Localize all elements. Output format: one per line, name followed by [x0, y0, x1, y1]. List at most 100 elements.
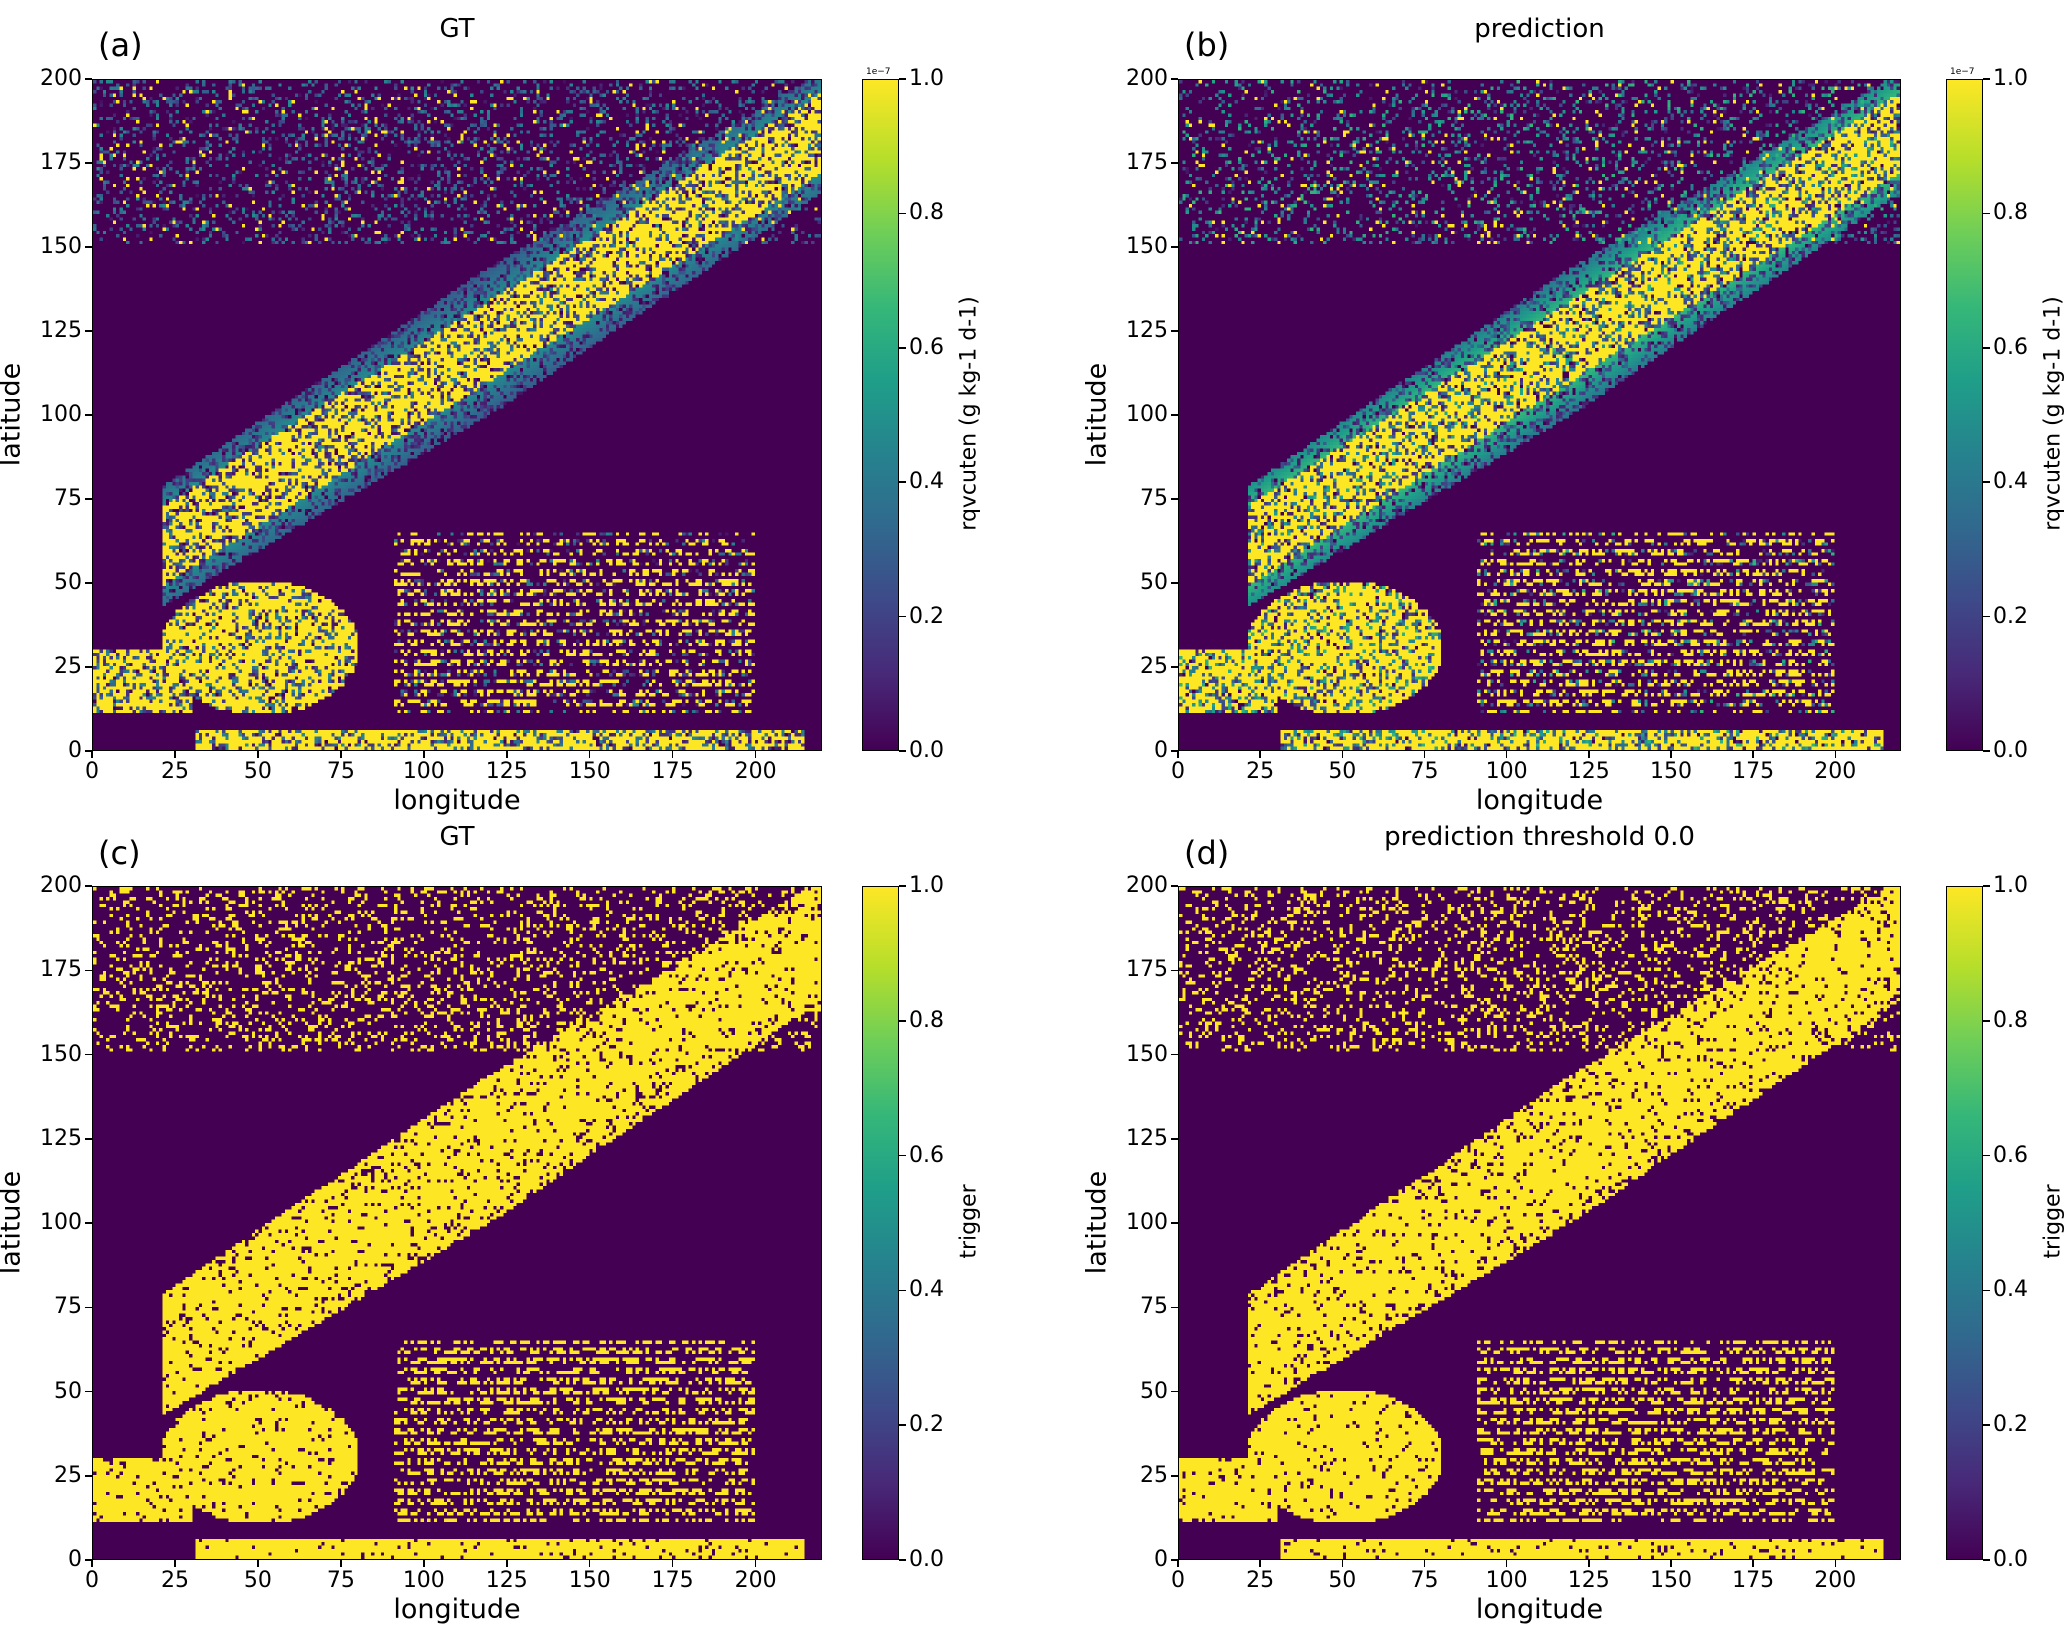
x-tick-mark	[1588, 1560, 1590, 1567]
x-tick-label: 0	[85, 759, 99, 784]
y-tick-label: 25	[1140, 654, 1168, 679]
y-tick-label: 175	[1126, 150, 1168, 175]
panel-label: (a)	[98, 26, 143, 64]
colorbar-tick-label: 1.0	[909, 66, 944, 91]
colorbar-tick-label: 0.6	[1993, 1142, 2028, 1168]
y-tick-mark	[85, 162, 92, 164]
x-tick-label: 50	[243, 759, 272, 784]
y-tick-label: 0	[68, 738, 82, 763]
heatmap-plot-area	[1178, 79, 1901, 751]
x-tick-label: 75	[1410, 1568, 1439, 1593]
colorbar-tick-label: 0.4	[1993, 469, 2028, 495]
x-tick-mark	[754, 1560, 757, 1567]
y-tick-mark	[1171, 414, 1178, 416]
colorbar-label: rqvcuten (g kg-1 d-1)	[956, 296, 982, 531]
x-tick-mark	[671, 1560, 674, 1567]
x-tick-label: 100	[1485, 1568, 1528, 1593]
x-tick-label: 0	[1171, 759, 1185, 784]
x-tick-label: 100	[1485, 759, 1528, 784]
x-tick-mark	[1505, 751, 1508, 758]
colorbar-tick-label: 0.8	[909, 200, 944, 226]
y-tick-mark	[85, 1053, 92, 1056]
x-tick-mark	[174, 751, 176, 758]
y-tick-mark	[85, 582, 92, 584]
x-tick-mark	[1423, 1560, 1426, 1567]
y-tick-mark	[1171, 1475, 1178, 1477]
y-tick-mark	[85, 1138, 92, 1140]
y-tick-label: 50	[54, 1378, 82, 1404]
y-tick-mark	[85, 78, 92, 80]
y-tick-mark	[1171, 498, 1178, 500]
x-tick-mark	[1177, 1560, 1179, 1567]
x-tick-label: 50	[1328, 1568, 1357, 1593]
x-tick-label: 0	[1171, 1568, 1185, 1593]
x-tick-mark	[588, 1560, 591, 1567]
x-tick-label: 150	[568, 759, 611, 784]
colorbar-tick-label: 0.0	[1993, 1547, 2028, 1572]
x-tick-label: 25	[1246, 759, 1275, 784]
x-tick-mark	[1341, 751, 1344, 758]
y-tick-mark	[85, 666, 92, 668]
colorbar-tick-label: 0.6	[909, 1142, 944, 1168]
x-tick-mark	[257, 751, 259, 758]
x-tick-label: 125	[485, 759, 528, 784]
colorbar-tick-mark	[1983, 78, 1990, 80]
x-tick-mark	[506, 1560, 508, 1567]
y-tick-label: 125	[1126, 1125, 1168, 1151]
x-tick-label: 50	[243, 1568, 272, 1593]
heatmap-cells	[1179, 80, 1900, 750]
x-tick-label: 125	[1567, 1568, 1610, 1593]
x-tick-label: 25	[1246, 1568, 1275, 1593]
y-tick-mark	[85, 1390, 92, 1393]
y-tick-label: 0	[1154, 738, 1168, 763]
colorbar-tick-label: 0.0	[909, 738, 944, 763]
colorbar-tick-mark	[1983, 212, 1990, 215]
y-tick-mark	[1171, 750, 1178, 752]
x-tick-label: 75	[1410, 759, 1439, 784]
colorbar-tick-mark	[1983, 347, 1990, 349]
colorbar-tick-mark	[899, 1154, 906, 1157]
chart-title: prediction threshold 0.0	[1384, 822, 1695, 852]
colorbar-tick-mark	[1983, 750, 1990, 752]
y-tick-label: 0	[68, 1547, 82, 1572]
y-tick-mark	[1171, 1053, 1178, 1056]
x-tick-label: 175	[651, 1568, 694, 1593]
x-tick-mark	[1834, 1560, 1837, 1567]
x-axis-label: longitude	[393, 1594, 521, 1625]
y-tick-label: 25	[54, 654, 82, 679]
x-tick-label: 150	[1649, 1568, 1692, 1593]
colorbar-exponent: 1e−7	[1950, 67, 1975, 77]
y-tick-label: 75	[1140, 486, 1168, 511]
x-tick-label: 50	[1328, 759, 1357, 784]
y-tick-label: 175	[40, 957, 82, 983]
x-tick-mark	[671, 751, 674, 758]
colorbar-tick-label: 0.8	[1993, 200, 2028, 226]
y-tick-label: 175	[1126, 957, 1168, 983]
x-tick-mark	[257, 1560, 259, 1567]
y-tick-mark	[1171, 666, 1178, 668]
y-tick-mark	[1171, 582, 1178, 584]
x-tick-label: 25	[160, 1568, 189, 1593]
colorbar-tick-mark	[899, 1289, 906, 1292]
y-tick-mark	[1171, 78, 1178, 80]
x-tick-mark	[1341, 1560, 1344, 1567]
colorbar-label: trigger	[956, 1184, 982, 1259]
panel-label: (c)	[98, 834, 141, 872]
y-axis-label: latitude	[0, 1170, 27, 1275]
x-tick-label: 0	[85, 1568, 99, 1593]
x-tick-mark	[1423, 751, 1426, 758]
colorbar-tick-label: 0.4	[909, 469, 944, 495]
colorbar-tick-label: 0.6	[1993, 334, 2028, 360]
x-tick-mark	[174, 1560, 176, 1567]
colorbar-tick-mark	[899, 78, 906, 80]
heatmap-cells	[93, 887, 821, 1559]
y-tick-label: 100	[1126, 1210, 1168, 1235]
colorbar-tick-label: 1.0	[1993, 66, 2028, 91]
y-tick-mark	[1171, 1222, 1178, 1224]
x-tick-mark	[588, 751, 591, 758]
colorbar-tick-mark	[1983, 1020, 1990, 1022]
y-tick-mark	[1171, 1306, 1178, 1308]
y-tick-label: 75	[54, 486, 82, 511]
colorbar	[862, 886, 899, 1560]
x-tick-label: 75	[326, 759, 355, 784]
